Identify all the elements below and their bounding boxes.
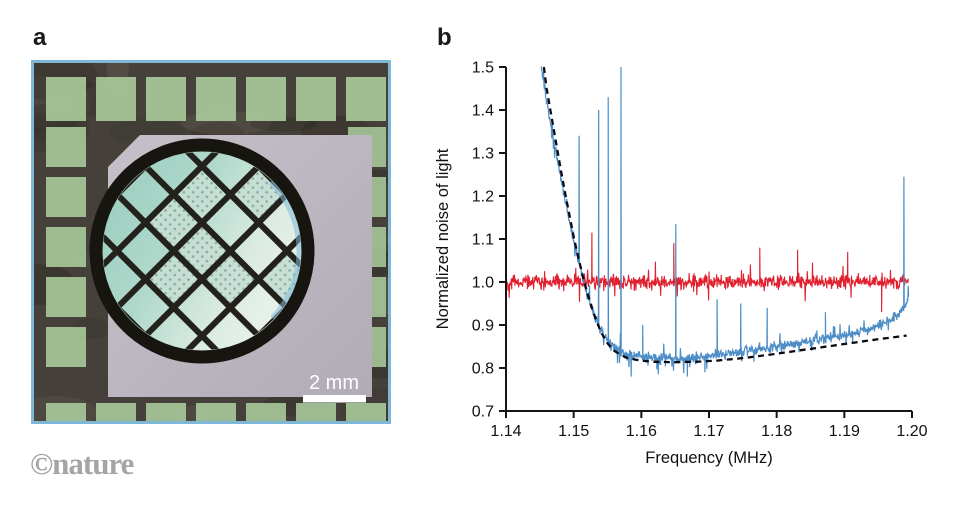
noise-spectrum-chart: 0.7 0.8 0.9 1.0 1.1 1.2 1.3 1.4 1.5 1.14 1.15 1.16 1… — [430, 20, 964, 498]
noise-spectrum-plot: 0.7 0.8 0.9 1.0 1.1 1.2 1.3 1.4 1.5 1.14 1.15 1.16 1… — [434, 60, 928, 468]
bond-pad — [96, 403, 136, 421]
x-tick-label: 1.18 — [761, 423, 792, 440]
y-tick-label: 0.7 — [472, 404, 494, 421]
bond-pad — [246, 403, 286, 421]
y-tick-label: 1.1 — [472, 232, 494, 249]
chip-photo-image: 2 mm — [0, 41, 430, 432]
bond-pad — [296, 403, 336, 421]
bond-pad — [296, 77, 336, 121]
bond-pad — [46, 177, 86, 217]
x-tick-label: 1.14 — [490, 423, 521, 440]
bond-pad — [146, 77, 186, 121]
scale-bar-label: 2 mm — [309, 372, 359, 394]
reference-noise-trace — [506, 232, 909, 313]
membrane-rim-highlight — [102, 151, 302, 351]
x-tick-label: 1.20 — [896, 423, 927, 440]
device-photo: 2 mm — [0, 41, 430, 432]
bond-pad — [46, 227, 86, 267]
x-tick-label: 1.15 — [558, 423, 589, 440]
bond-pad — [196, 77, 236, 121]
bond-pad — [46, 277, 86, 317]
nature-watermark: ©nature — [30, 446, 134, 481]
bond-pad — [146, 403, 186, 421]
axes — [499, 66, 913, 418]
panel-a-label: a — [33, 24, 47, 51]
x-axis-label: Frequency (MHz) — [645, 449, 772, 467]
y-tick-label: 1.3 — [472, 146, 494, 163]
membrane-frame-ring — [89, 138, 315, 364]
x-tick-label: 1.19 — [829, 423, 860, 440]
panel-b-label: b — [437, 24, 452, 51]
y-tick-label: 1.5 — [472, 60, 494, 77]
bond-pad — [46, 127, 86, 167]
bond-pad — [346, 77, 386, 121]
y-tick-label: 1.0 — [472, 275, 494, 292]
x-tick-label: 1.17 — [693, 423, 724, 440]
scale-bar — [303, 395, 366, 403]
y-tick-label: 1.2 — [472, 189, 494, 206]
y-axis-label: Normalized noise of light — [434, 148, 452, 329]
bond-pad — [46, 77, 86, 121]
y-tick-label: 1.4 — [472, 103, 494, 120]
bond-pad — [46, 403, 86, 421]
bond-pad — [96, 77, 136, 121]
x-tick-label: 1.16 — [626, 423, 657, 440]
y-tick-label: 0.8 — [472, 361, 494, 378]
bond-pad — [246, 77, 286, 121]
theory-fit-trace — [542, 66, 907, 364]
bond-pad — [346, 403, 386, 421]
bond-pad — [46, 327, 86, 367]
y-tick-label: 0.9 — [472, 318, 494, 335]
squeezed-noise-trace — [540, 66, 910, 377]
bond-pad — [196, 403, 236, 421]
